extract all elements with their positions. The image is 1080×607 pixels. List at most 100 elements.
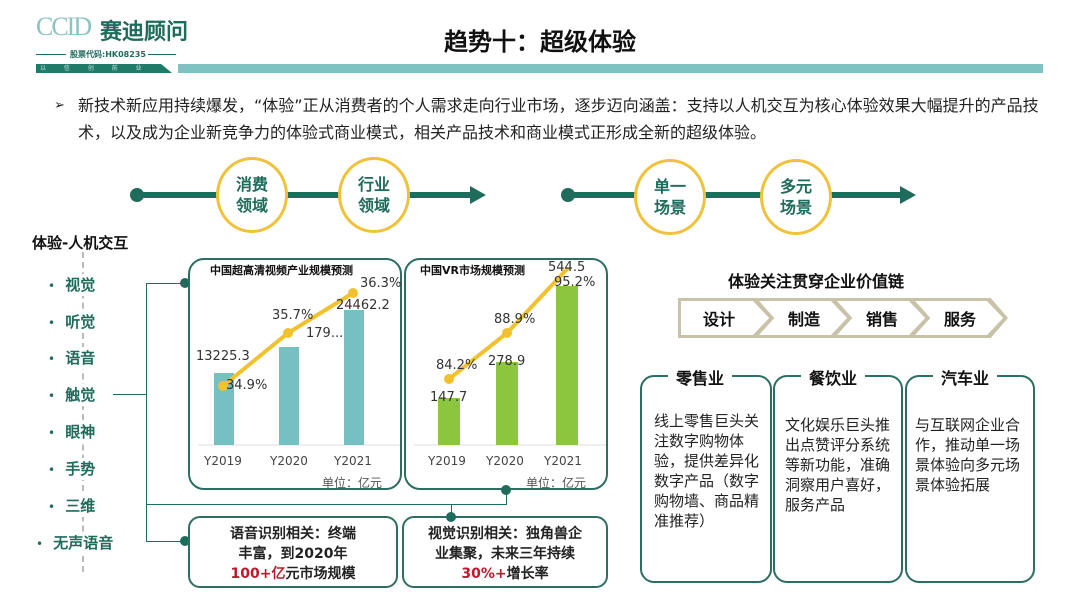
unit-label: 单位：亿元	[526, 476, 587, 490]
hci-item-label: 语音	[65, 347, 96, 369]
intro-paragraph: ➢ 新技术新应用持续爆发，“体验”正从消费者的个人需求走向行业市场，逐步迈向涵盖…	[54, 92, 1044, 146]
card-title: 零售业	[668, 365, 733, 389]
card-body: 与互联网企业合作，推动单一场景体验向多元场景体验拓展	[915, 416, 1021, 494]
vr-chart-plot	[414, 266, 606, 446]
x-tick: Y2019	[204, 454, 242, 468]
arrow-right-icon: ➢	[54, 98, 65, 113]
hci-item: • 三维	[48, 495, 96, 517]
hci-item-label: 无声语音	[53, 532, 114, 554]
hci-item-label: 视觉	[65, 274, 96, 296]
x-tick: Y2020	[270, 454, 308, 468]
hci-item: • 眼神	[48, 421, 96, 443]
step-label: 设计	[702, 310, 735, 329]
stock-code: 股票代码:HK08235	[70, 50, 146, 59]
card-body: 文化娱乐巨头推出点赞评分系统等新功能，准确洞察用户喜好，服务产品	[785, 416, 891, 514]
logo-ccid: CCID	[36, 12, 92, 41]
connector-line	[146, 283, 147, 542]
logo-tagline-bar: 以 信 创 前 业 兴	[36, 64, 172, 73]
chart-title: 中国超高清视频产业规模预测	[210, 264, 353, 277]
growth-label: 34.9%	[226, 378, 268, 393]
industry-card-retail: 零售业 线上零售巨头关注数字购物体验，提供差异化数字产品（数字购物墙、商品精准推…	[640, 365, 772, 583]
bar-value-label: 544.5	[548, 260, 586, 275]
bullet-icon: •	[48, 389, 56, 403]
growth-label: 95.2%	[554, 275, 596, 290]
x-tick: Y2021	[334, 454, 372, 468]
hci-item-label: 听觉	[65, 311, 96, 333]
bar-value-label: 13225.3	[196, 349, 250, 364]
chart-panel-vr: 中国VR市场规模预测 147.7 278.9 544.5 84.2% 88.9%…	[404, 258, 608, 490]
page-title: 趋势十：超级体验	[444, 28, 636, 56]
callout-line: 视觉识别相关：独角兽企	[428, 526, 582, 542]
value-chain-step-design: 设计	[678, 298, 774, 338]
chart-panel-uhd-video: 中国超高清视频产业规模预测 13225.3 179... 24462.2 34.…	[188, 258, 402, 490]
growth-label: 35.7%	[272, 308, 314, 323]
callout-line: 100+亿元市场规模	[190, 564, 396, 584]
bar-value-label: 147.7	[430, 390, 468, 405]
intro-text: 新技术新应用持续爆发，“体验”正从消费者的个人需求走向行业市场，逐步迈向涵盖：支…	[78, 96, 1039, 142]
connector-dot	[180, 278, 190, 288]
flow-node-industry: 行业 领域	[338, 157, 410, 233]
logo-divider	[148, 54, 176, 55]
hci-item: • 听觉	[48, 311, 96, 333]
bullet-icon: •	[36, 537, 44, 551]
list-spine	[82, 252, 84, 572]
step-label: 服务	[943, 310, 976, 329]
card-body: 线上零售巨头关注数字购物体验，提供差异化数字产品（数字购物墙、商品精准推荐）	[654, 412, 760, 530]
hci-item-label: 眼神	[65, 421, 96, 443]
logo-name: 赛迪顾问	[100, 19, 189, 45]
hci-item: • 语音	[48, 347, 96, 369]
logo-tagline: 以 信 创 前 业 兴	[40, 65, 150, 81]
hci-item-label: 触觉	[65, 384, 96, 406]
connector-dot	[446, 512, 456, 522]
bar-value-label: 278.9	[488, 354, 526, 369]
logo-divider	[36, 54, 66, 55]
arrow-head-icon	[470, 186, 486, 204]
arrow-head-icon	[900, 186, 916, 204]
connector-dot	[180, 536, 190, 546]
flow-start-dot	[561, 188, 575, 202]
chart-title: 中国VR市场规模预测	[420, 264, 525, 277]
bar-value-label: 24462.2	[336, 298, 390, 313]
flow-start-dot	[130, 188, 144, 202]
connector-line	[451, 504, 452, 516]
x-tick: Y2019	[428, 454, 466, 468]
hci-item: • 无声语音	[36, 532, 114, 554]
card-title: 餐饮业	[801, 365, 866, 389]
card-title: 汽车业	[933, 365, 998, 389]
flow-node-multi-scene: 多元 场景	[760, 159, 832, 235]
x-tick: Y2021	[544, 454, 582, 468]
callout-line: 语音识别相关：终端	[230, 526, 356, 542]
growth-label: 84.2%	[436, 358, 478, 373]
bullet-icon: •	[48, 279, 56, 293]
industry-card-auto: 汽车业 与互联网企业合作，推动单一场景体验向多元场景体验拓展	[905, 365, 1035, 583]
callout-highlight: 30%+	[461, 566, 507, 582]
bullet-icon: •	[48, 316, 56, 330]
hci-item-label: 手势	[65, 458, 96, 480]
growth-label: 36.3%	[360, 276, 402, 291]
connector-line	[146, 541, 184, 542]
connector-dot	[501, 485, 511, 495]
hci-list-title: 体验-人机交互	[32, 234, 129, 252]
step-label: 制造	[787, 310, 820, 329]
callout-highlight: 100+亿	[230, 566, 286, 582]
industry-card-catering: 餐饮业 文化娱乐巨头推出点赞评分系统等新功能，准确洞察用户喜好，服务产品	[773, 365, 903, 583]
callout-text: 增长率	[506, 566, 549, 582]
value-chain-title: 体验关注贯穿企业价值链	[728, 272, 905, 291]
connector-line	[113, 394, 147, 395]
callout-line: 业集聚，未来三年持续	[435, 546, 575, 562]
bullet-icon: •	[48, 463, 56, 477]
callout-line: 丰富，到2020年	[238, 546, 348, 562]
connector-line	[146, 283, 184, 284]
bullet-icon: •	[48, 500, 56, 514]
bullet-icon: •	[48, 352, 56, 366]
hci-item: • 视觉	[48, 274, 96, 296]
callout-vision-recognition: 视觉识别相关：独角兽企 业集聚，未来三年持续 30%+增长率	[402, 516, 608, 588]
flow-line	[571, 192, 901, 198]
header-accent-bar	[178, 64, 1043, 73]
bar-value-label: 179...	[306, 326, 344, 341]
callout-text: 元市场规模	[285, 566, 356, 582]
hci-item: • 触觉	[48, 384, 96, 406]
x-tick: Y2020	[486, 454, 524, 468]
callout-line: 30%+增长率	[404, 564, 606, 584]
unit-label: 单位：亿元	[322, 476, 383, 490]
